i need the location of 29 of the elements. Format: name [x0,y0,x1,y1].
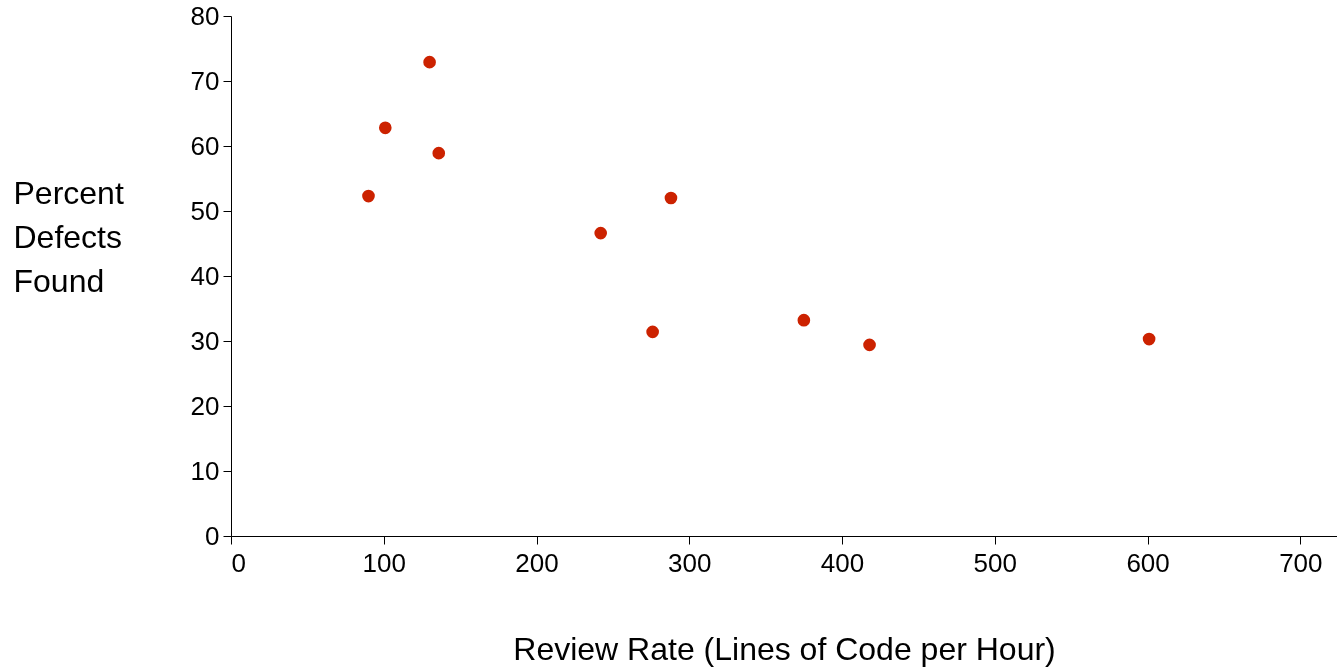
y-tick-label: 50 [190,195,220,226]
y-tick-label: 80 [190,0,220,31]
x-tick-label: 100 [362,547,406,578]
x-tick-label: 300 [668,547,712,578]
y-tick-label: 20 [190,390,220,421]
x-tick-label: 600 [1126,547,1170,578]
point [664,191,678,205]
y-tick-label: 10 [190,455,220,486]
point [423,55,436,69]
y-tick-label: 0 [205,520,220,551]
x-tick-label: 0 [231,547,246,578]
y-tick-label: 40 [190,260,220,291]
x-tick-label: 400 [820,547,865,578]
point [362,189,375,203]
y-tick-label: 30 [190,325,220,356]
x-tick-label: 700 [1279,547,1323,578]
x-tick-label: 500 [973,547,1018,578]
y-tick-label: 60 [190,130,220,161]
x-tick-label: 200 [515,547,559,578]
y-axis-title: Percent Defects Found [13,174,124,299]
point [797,313,811,327]
y-tick-label: 70 [190,65,220,96]
point [594,226,608,240]
point [1142,332,1156,346]
x-axis-title: Review Rate (Lines of Code per Hour) [513,630,1056,667]
point [646,325,659,339]
point [863,338,876,352]
point [432,146,446,160]
point [378,121,392,135]
